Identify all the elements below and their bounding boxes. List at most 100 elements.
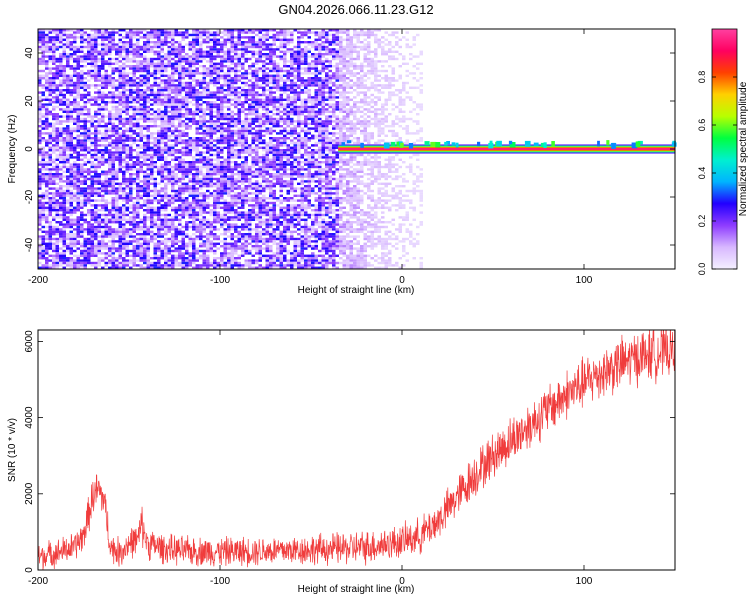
spectrogram-cell [157, 57, 161, 61]
spectrogram-cell [185, 53, 189, 56]
spectrogram-cell [101, 53, 105, 56]
spectrogram-cell [62, 141, 66, 145]
spectrogram-cell [76, 127, 80, 130]
spectrogram-cell [255, 105, 259, 109]
spectrogram-cell [66, 158, 70, 161]
spectrogram-cell [146, 158, 150, 161]
spectrogram-cell [185, 62, 189, 65]
spectrogram-cell [55, 74, 59, 77]
spectrogram-cell [185, 199, 189, 202]
spectrogram-cell [227, 182, 231, 185]
spectrogram-cell [118, 45, 122, 49]
spectrogram-cell [125, 197, 129, 200]
spectrogram-cell [171, 117, 175, 121]
spectrogram-cell [94, 137, 98, 140]
spectrogram-cell [73, 187, 77, 190]
spectrogram-cell [94, 110, 98, 113]
spectrogram-cell [248, 237, 252, 241]
spectrogram-cell [202, 41, 206, 44]
spectrogram-cell [122, 77, 126, 80]
spectrogram-cell [80, 266, 84, 269]
spectrogram-cell [146, 67, 150, 70]
spectrogram-cell [143, 50, 147, 53]
spectrogram-cell [122, 177, 126, 181]
spectrogram-cell [76, 96, 80, 99]
spectrogram-cell [181, 113, 185, 116]
spectrogram-cell [118, 228, 122, 231]
spectrogram-cell [80, 216, 84, 219]
spectrogram-cell [90, 144, 94, 147]
spectrogram-cell [244, 223, 248, 226]
spectrogram-cell [115, 170, 119, 173]
spectrogram-cell [118, 158, 122, 161]
spectrogram-cell [244, 93, 248, 97]
spectrogram-cell [237, 134, 241, 137]
spectrogram-cell [244, 175, 248, 178]
spectrogram-cell [55, 264, 59, 267]
spectrogram-cell [90, 240, 94, 243]
spectrogram-cell [244, 235, 248, 238]
spectrogram-cell [66, 129, 70, 133]
spectrogram-cell [129, 187, 133, 190]
spectrogram-cell [251, 259, 255, 262]
spectrogram-cell [76, 165, 80, 169]
spectrogram-cell [255, 194, 259, 197]
spectrogram-cell [59, 204, 63, 207]
spectrogram-cell [104, 257, 108, 260]
spectrogram-cell [167, 36, 171, 39]
spectrogram-cell [80, 249, 84, 253]
spectrogram-cell [76, 189, 80, 193]
spectrogram-cell [122, 81, 126, 85]
spectrogram-cell [160, 60, 164, 63]
spectrogram-cell [62, 216, 66, 219]
spectrogram-cell [94, 261, 98, 265]
spectrogram-cell [146, 228, 150, 231]
spectrogram-cell [237, 149, 241, 152]
spectrogram-cell [199, 53, 203, 56]
spectrogram-cell [160, 69, 164, 73]
spectrogram-cell [108, 45, 112, 49]
spectrogram-cell [181, 103, 185, 106]
spectrogram-cell [83, 194, 87, 197]
spectrogram-cell [237, 180, 241, 183]
spectrogram-cell [213, 67, 217, 70]
spectrogram-cell [227, 156, 231, 159]
spectrogram-cell [241, 74, 245, 77]
spectrogram-cell [45, 33, 49, 37]
spectrogram-cell [164, 221, 168, 224]
spectrogram-cell [55, 137, 59, 140]
spectrogram-cell [227, 228, 231, 231]
spectrogram-cell [59, 41, 63, 44]
spectrogram-cell [157, 117, 161, 121]
spectrogram-cell [230, 62, 234, 65]
spectrogram-cell [139, 189, 143, 193]
spectrogram-cell [104, 132, 108, 135]
spectrogram-cell [244, 216, 248, 219]
spectrogram-cell [104, 93, 108, 97]
spectrogram-cell [202, 225, 206, 229]
spectrogram-cell [153, 67, 157, 70]
spectrogram-cell [45, 74, 49, 77]
spectrogram-cell [244, 240, 248, 243]
spectrogram-cell [101, 115, 105, 118]
spectrogram-cell [83, 101, 87, 104]
spectrogram-cell [115, 264, 119, 267]
spectrogram-cell [115, 69, 119, 73]
spectrogram-cell [223, 211, 227, 214]
spectrogram-cell [195, 170, 199, 173]
spectrogram-cell [62, 225, 66, 229]
spectrogram-cell [244, 57, 248, 61]
spectrogram-cell [181, 101, 185, 104]
spectrogram-cell [202, 79, 206, 82]
spectrogram-cell [153, 101, 157, 104]
spectrogram-cell [143, 43, 147, 46]
spectrogram-cell [195, 122, 199, 125]
spectrogram-cell [157, 261, 161, 265]
spectrogram-cell [209, 185, 213, 188]
spectrogram-cell [139, 129, 143, 133]
spectrogram-cell [136, 62, 140, 65]
spectrogram-cell [59, 146, 63, 149]
spectrogram-cell [83, 77, 87, 80]
spectrogram-cell [258, 240, 262, 243]
spectrogram-cell [48, 153, 52, 157]
